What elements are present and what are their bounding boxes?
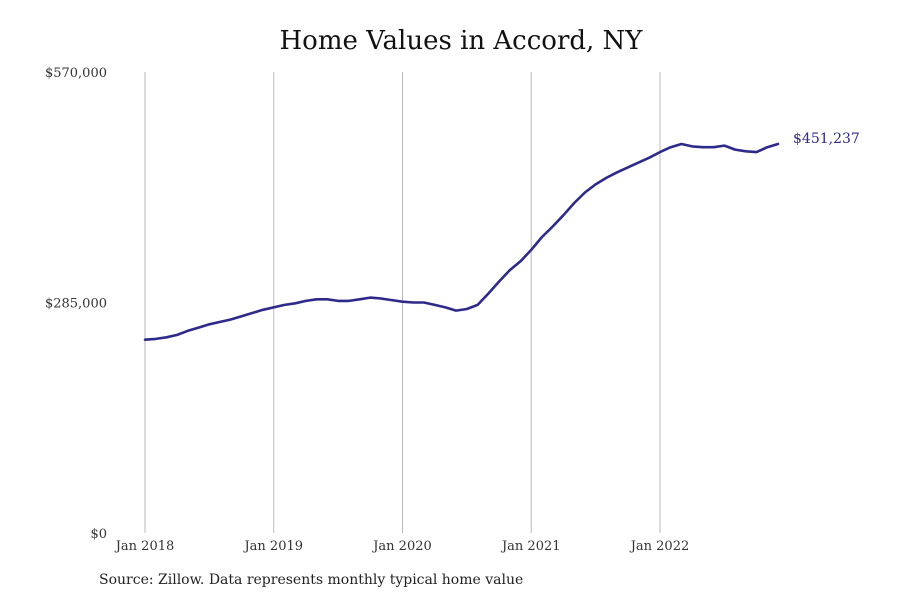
x-tick-label: Jan 2019 [242, 539, 303, 554]
x-tick-label: Jan 2018 [114, 539, 175, 554]
x-tick-label: Jan 2021 [500, 539, 561, 554]
y-tick-label: $285,000 [45, 297, 107, 312]
y-axis-labels: $0 $285,000 $570,000 [45, 66, 107, 542]
series-layer: $451,237 [143, 131, 860, 342]
x-tick-label: Jan 2020 [371, 539, 432, 554]
y-tick-label: $0 [90, 527, 107, 542]
source-note: Source: Zillow. Data represents monthly … [99, 572, 524, 588]
x-tick-label: Jan 2022 [629, 539, 690, 554]
y-tick-label: $570,000 [45, 66, 107, 81]
x-axis-labels: Jan 2018 Jan 2019 Jan 2020 Jan 2021 Jan 2022 [114, 539, 690, 554]
chart-title: Home Values in Accord, NY [279, 26, 643, 56]
series-line [143, 142, 780, 342]
end-value-label: $451,237 [793, 131, 860, 147]
